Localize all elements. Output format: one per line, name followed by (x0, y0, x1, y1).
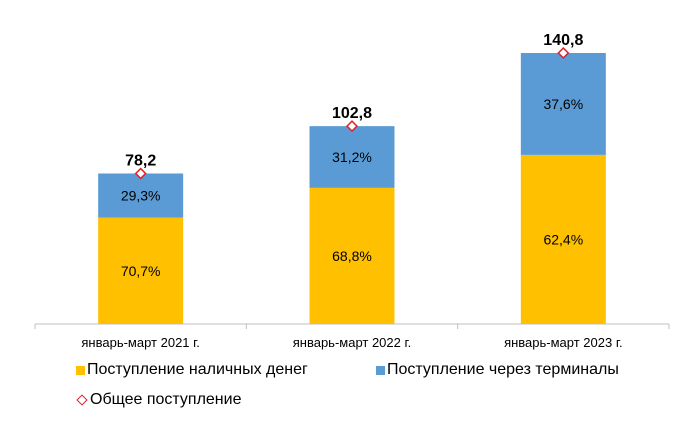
legend-item-terminals: Поступление через терминалы (376, 361, 619, 379)
bar-segment-cash (520, 154, 606, 324)
total-label: 140,8 (543, 32, 583, 49)
legend-swatch-terminals (376, 365, 385, 375)
data-label: 31,2% (332, 149, 372, 165)
x-tick-label: январь-март 2021 г. (81, 335, 200, 350)
legend-item-cash: Поступление наличных денег (76, 361, 308, 379)
legend-label-cash: Поступление наличных денег (87, 361, 308, 378)
total-marker (345, 120, 359, 133)
legend-label-terminals: Поступление через терминалы (387, 361, 619, 378)
data-label: 70,7% (121, 263, 161, 279)
bar-segment-cash (98, 217, 184, 324)
bar-segment-terminals (98, 173, 184, 218)
legend-swatch-cash (76, 365, 85, 375)
legend-item-total: Общее поступление (76, 391, 241, 409)
x-tick-label: январь-март 2023 г. (504, 335, 623, 350)
legend-label-total: Общее поступление (90, 391, 242, 408)
total-marker (134, 167, 147, 180)
total-label: 78,2 (125, 152, 156, 169)
total-label: 102,8 (332, 105, 372, 122)
bar-segment-cash (309, 187, 395, 324)
x-tick-label: январь-март 2022 г. (293, 335, 412, 350)
total-marker (557, 46, 570, 60)
bar-segment-terminals (309, 126, 395, 188)
diamond-marker-icon (76, 394, 88, 406)
bar-segment-terminals (520, 53, 606, 155)
data-label: 62,4% (543, 231, 583, 247)
data-label: 37,6% (543, 96, 583, 112)
data-label: 68,8% (332, 248, 372, 264)
data-label: 29,3% (121, 188, 161, 204)
